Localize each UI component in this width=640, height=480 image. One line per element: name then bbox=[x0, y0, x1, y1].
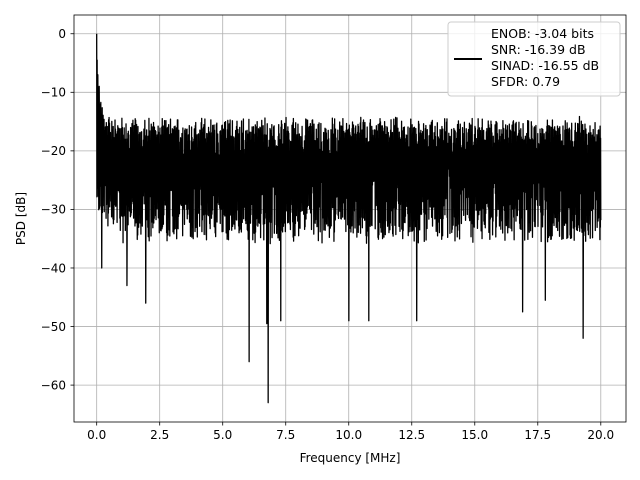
x-tick-label: 17.5 bbox=[524, 428, 551, 442]
legend-text-line: SNR: -16.39 dB bbox=[491, 42, 586, 57]
x-tick-label: 10.0 bbox=[335, 428, 362, 442]
y-axis-ticks: 0 −10 −20 −30 −40 −50 −60 bbox=[41, 27, 74, 392]
legend-entry-text: ENOB: -3.04 bits SNR: -16.39 dB SINAD: -16… bbox=[491, 26, 599, 89]
legend-text-line: SFDR: 0.79 bbox=[491, 74, 560, 89]
x-axis-ticks: 0.0 2.5 5.0 7.5 10.0 12.5 15.0 17.5 20.0 bbox=[87, 422, 614, 442]
x-axis-label: Frequency [MHz] bbox=[300, 451, 401, 465]
legend: ENOB: -3.04 bits SNR: -16.39 dB SINAD: -16… bbox=[447, 21, 621, 97]
y-tick-label: 0 bbox=[58, 27, 66, 41]
x-tick-label: 5.0 bbox=[213, 428, 232, 442]
legend-box bbox=[447, 21, 621, 97]
x-tick-label: 0.0 bbox=[87, 428, 106, 442]
y-tick-label: −20 bbox=[41, 144, 66, 158]
x-tick-label: 2.5 bbox=[150, 428, 169, 442]
psd-series-line bbox=[96, 33, 602, 404]
y-tick-label: −40 bbox=[41, 261, 66, 275]
legend-text-line: ENOB: -3.04 bits bbox=[491, 26, 594, 41]
x-tick-label: 20.0 bbox=[587, 428, 614, 442]
y-axis-label: PSD [dB] bbox=[14, 192, 28, 245]
y-tick-label: −50 bbox=[41, 320, 66, 334]
plot-area bbox=[96, 33, 602, 404]
axes-frame bbox=[73, 14, 627, 423]
y-tick-label: −30 bbox=[41, 203, 66, 217]
x-tick-label: 7.5 bbox=[276, 428, 295, 442]
y-tick-label: −60 bbox=[41, 378, 66, 392]
y-tick-label: −10 bbox=[41, 86, 66, 100]
x-tick-label: 12.5 bbox=[398, 428, 425, 442]
x-tick-label: 15.0 bbox=[461, 428, 488, 442]
legend-text-line: SINAD: -16.55 dB bbox=[491, 58, 599, 73]
